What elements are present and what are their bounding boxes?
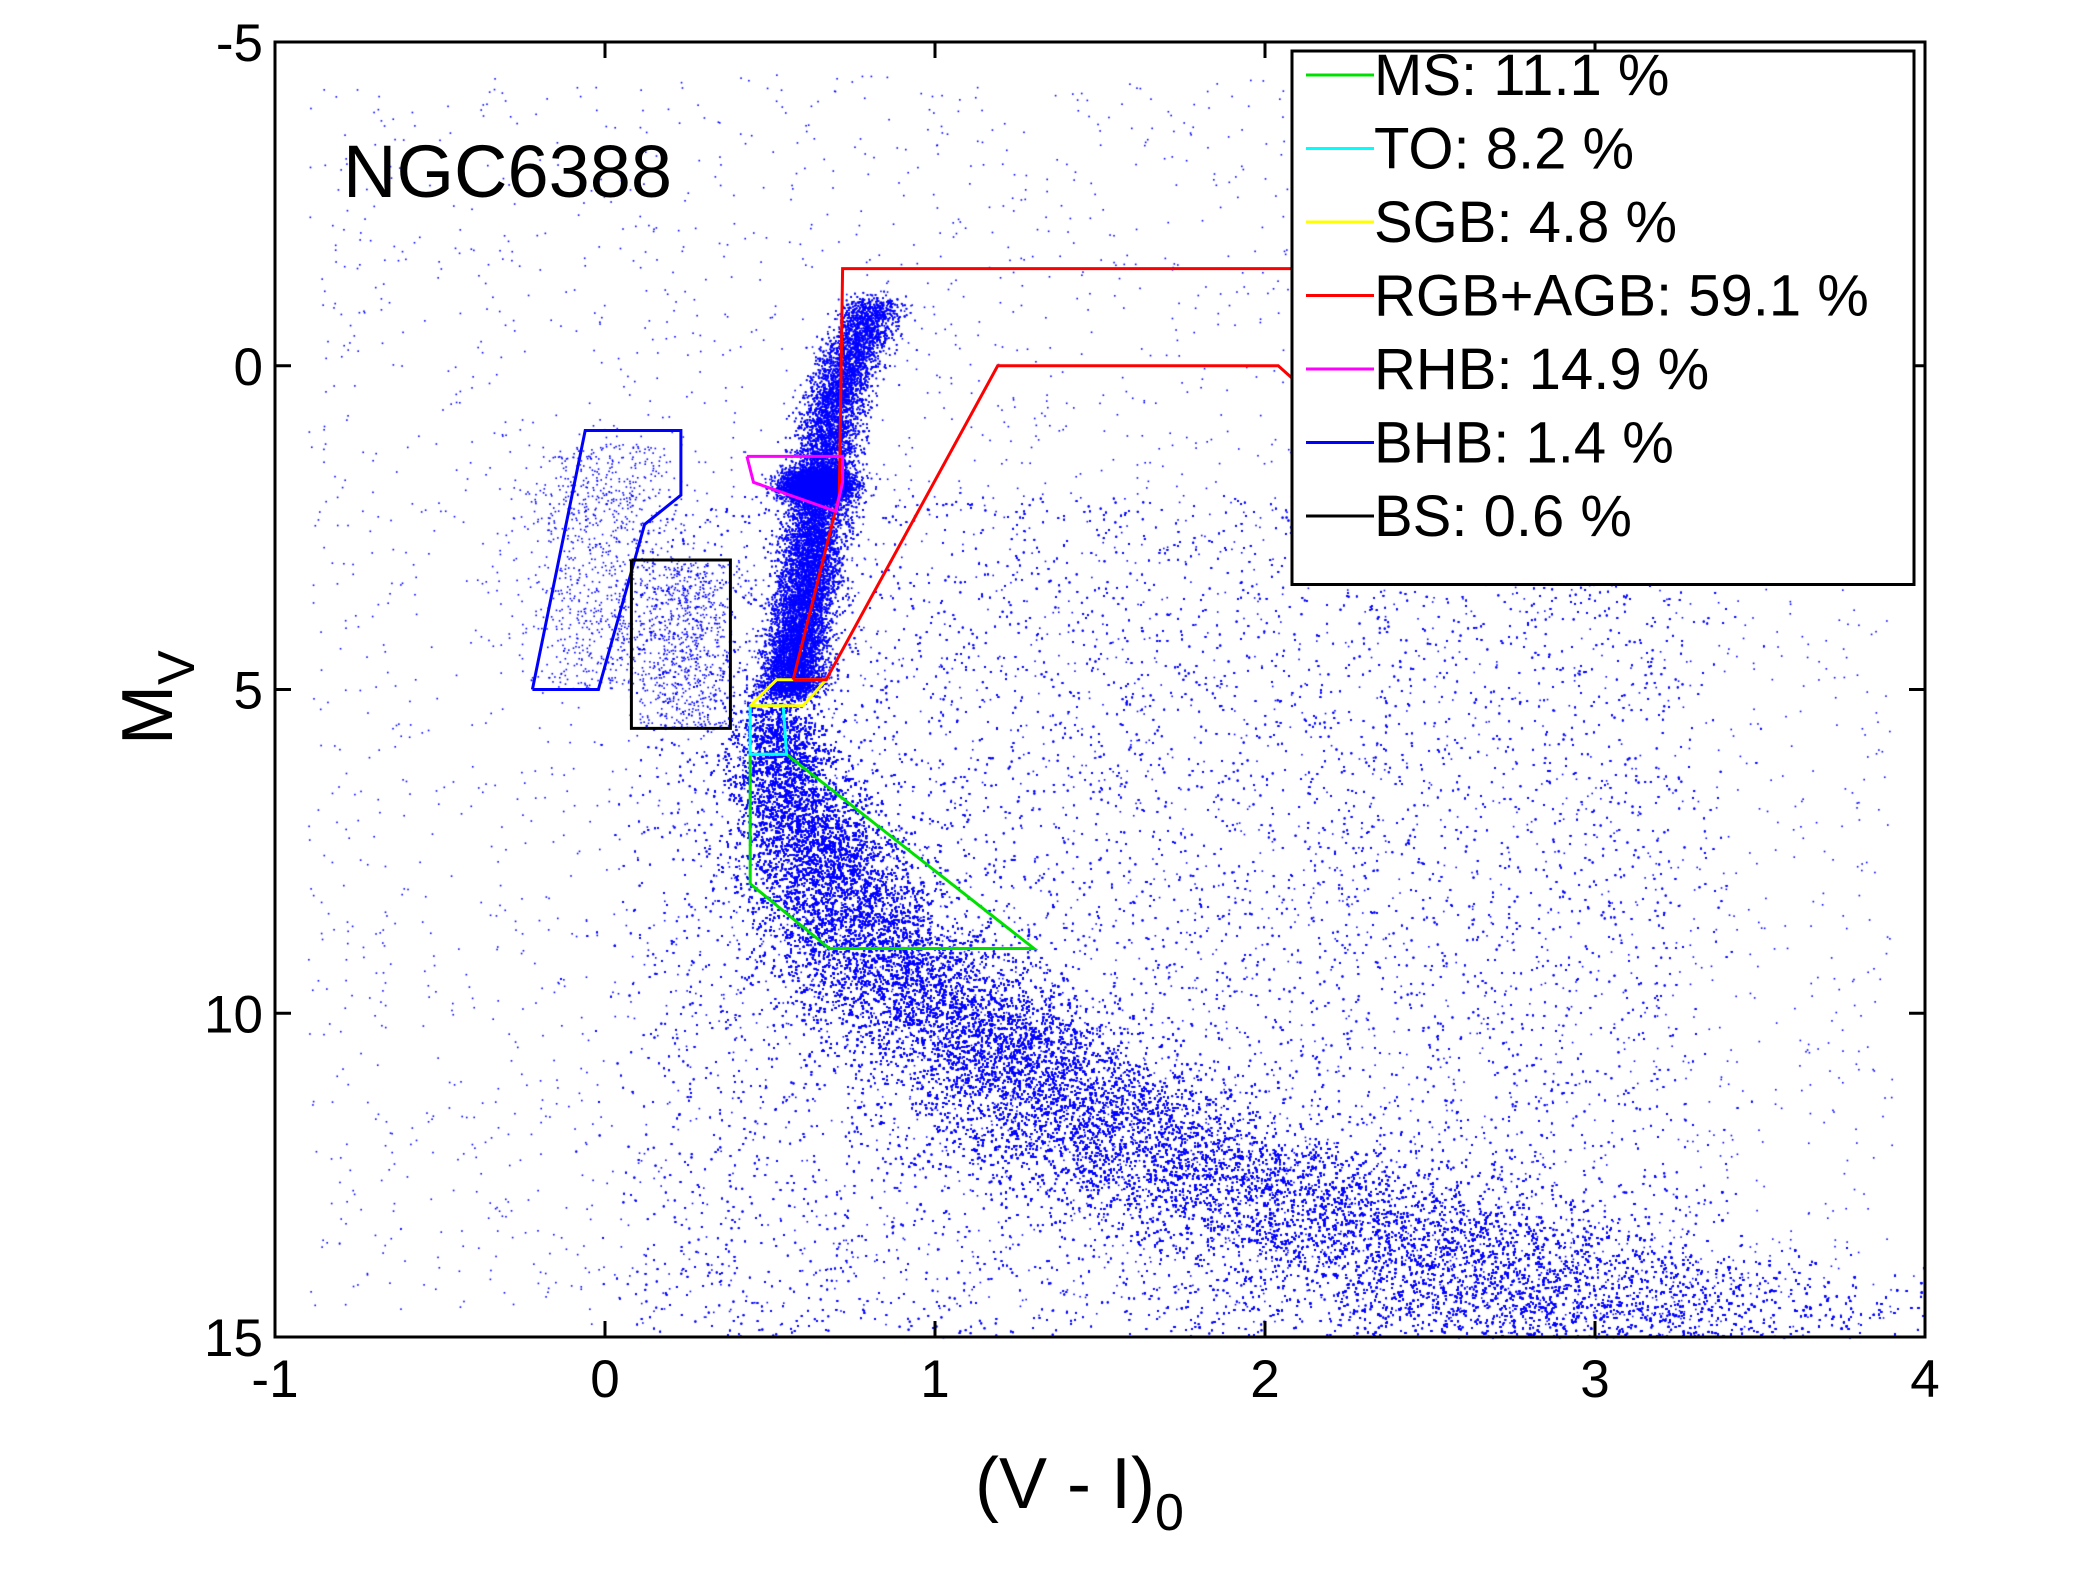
legend: MS: 11.1 % TO: 8.2 % SGB: 4.8 % RGB+AGB: 59… [1290,43,1916,586]
legend-label-to: TO: 8.2 % [1374,117,1634,182]
x-axis-label-main: (V - I) [975,1444,1155,1524]
y-tick-label: 15 [204,1309,263,1368]
y-axis-label: MV [108,650,206,745]
region-rhb [745,454,845,514]
legend-label-rhb: RHB: 14.9 % [1374,337,1709,402]
legend-box [1290,49,1916,586]
cluster-annotation: NGC6388 [343,130,672,213]
y-tick-label: -5 [216,14,263,73]
legend-label-ms: MS: 11.1 % [1374,43,1670,108]
y-tick-label: 10 [204,985,263,1044]
x-tick-label: 4 [1910,1350,1939,1409]
axis-ticks: -1 0 1 2 3 4 -5 0 5 10 15 [204,14,1940,1409]
legend-label-bhb: BHB: 1.4 % [1374,411,1674,476]
y-tick-label: 5 [234,662,263,721]
y-axis-label-sub: V [148,650,206,685]
x-tick-label: 0 [590,1350,619,1409]
x-tick-label: 3 [1580,1350,1609,1409]
x-tick-label: -1 [251,1350,298,1409]
region-bs [629,558,732,730]
x-tick-label: 2 [1250,1350,1279,1409]
region-bhb [530,429,683,691]
x-tick-label: 1 [920,1350,949,1409]
legend-label-sgb: SGB: 4.8 % [1374,190,1677,255]
y-axis-label-main: M [108,685,188,745]
legend-label-rgb_agb: RGB+AGB: 59.1 % [1374,264,1869,329]
legend-label-bs: BS: 0.6 % [1374,484,1632,549]
x-axis-label: (V - I)0 [975,1444,1184,1542]
x-axis-label-sub: 0 [1155,1484,1184,1542]
y-tick-label: 0 [234,338,263,397]
